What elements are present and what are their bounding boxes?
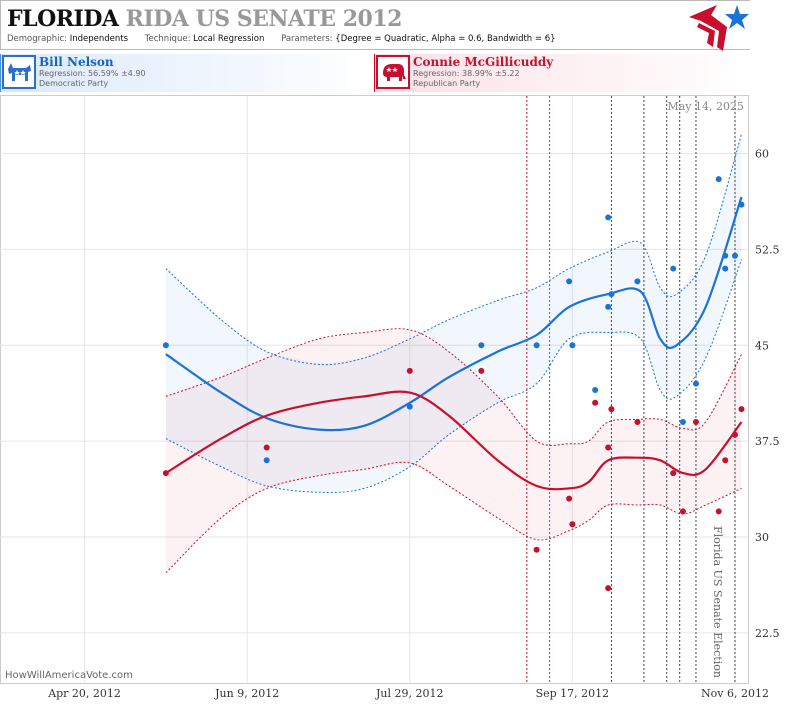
band-lower-nelson [165,259,742,493]
band-fill-nelson [165,134,742,493]
y-tick-label: 22.5 [755,627,780,640]
candidate-card-rep: Connie McGillicuddy Regression: 38.99% ±… [374,54,750,92]
poll-point-mcgillicuddy [605,444,612,451]
poll-point-mcgillicuddy [738,406,745,413]
poll-point-mcgillicuddy [731,431,738,438]
site-credit: HowWillAmericaVote.com [5,670,133,681]
header: FLORIDA RIDA US SENATE 2012 Demographic:… [0,0,750,51]
poll-points [162,176,745,592]
poll-point-mcgillicuddy [263,444,270,451]
band-lower-mcgillicuddy [165,461,742,574]
candidate-name-dem: Bill Nelson [39,55,114,69]
poll-point-mcgillicuddy [692,418,699,425]
elephant-icon [376,55,410,89]
x-tick-label: Apr 20, 2012 [47,687,121,700]
technique-value: Local Regression [193,34,265,44]
poll-point-nelson [162,342,169,349]
title-state: FLORIDA [7,6,119,32]
candidate-name-rep: Connie McGillicuddy [413,55,554,69]
poll-point-mcgillicuddy [566,495,573,502]
regression-lines [165,196,743,491]
site-logo [689,5,749,51]
parameter-row: Demographic: Independents Technique: Loc… [7,34,570,44]
regression-line-nelson [165,196,743,432]
poll-point-mcgillicuddy [533,546,540,553]
election-label: Florida US Senate Election [711,526,724,678]
poll-point-mcgillicuddy [162,470,169,477]
poll-point-nelson [722,252,729,259]
confidence-bands [165,134,742,574]
candidate-card-dem: Bill Nelson Regression: 56.59% ±4.90 Dem… [0,54,374,92]
poll-point-nelson [533,342,540,349]
regression-dem: Regression: 56.59% ±4.90 [39,69,146,78]
poll-point-mcgillicuddy [592,399,599,406]
poll-point-nelson [608,291,615,298]
poll-point-mcgillicuddy [722,457,729,464]
poll-point-mcgillicuddy [478,367,485,374]
poll-point-nelson [692,380,699,387]
poll-point-mcgillicuddy [679,508,686,515]
poll-point-nelson [592,387,599,393]
poll-point-nelson [738,201,745,208]
poll-point-nelson [679,418,686,425]
title-race: RIDA US SENATE 2012 [125,6,403,32]
demographic-value: Independents [69,34,129,44]
poll-point-nelson [406,403,413,410]
regression-line-mcgillicuddy [165,390,743,491]
regression-rep: Regression: 38.99% ±5.22 [413,69,520,78]
x-tick-label: Jun 9, 2012 [214,687,279,700]
x-axis-ticks: Apr 20, 2012 Jun 9, 2012 Jul 29, 2012 Sep 1… [47,687,769,700]
y-tick-label: 30 [755,531,769,544]
poll-point-mcgillicuddy [715,508,722,515]
x-tick-label: Sep 17, 2012 [536,687,610,700]
poll-point-nelson [605,214,612,221]
parameters-value: {Degree = Quadratic, Alpha = 0.6, Bandwi… [335,34,556,44]
y-tick-label: 60 [755,148,769,161]
party-rep: Republican Party [413,79,481,88]
donkey-icon [2,55,36,89]
poll-point-mcgillicuddy [569,521,576,528]
parameters-label: Parameters: [281,34,333,44]
poll-point-nelson [605,303,612,310]
demographic-label: Demographic: [7,34,68,44]
band-fill-mcgillicuddy [165,329,742,573]
poll-point-nelson [634,278,641,285]
y-tick-label: 37.5 [755,435,780,448]
poll-point-nelson [478,342,485,349]
party-dem: Democratic Party [39,79,109,88]
poll-point-nelson [670,265,677,272]
band-upper-mcgillicuddy [165,328,742,446]
plot-frame [0,95,749,684]
grid [0,96,748,684]
y-tick-label: 52.5 [755,243,780,256]
x-tick-label: Jul 29, 2012 [375,687,444,700]
poll-point-mcgillicuddy [406,367,413,374]
y-axis-ticks: 22.5 30 37.5 45 52.5 60 [755,148,780,640]
poll-point-mcgillicuddy [608,406,615,413]
band-upper-nelson [165,134,742,366]
y-tick-label: 45 [755,339,769,352]
date-stamp: May 14, 2025 [667,100,744,113]
poll-point-mcgillicuddy [634,418,641,425]
x-tick-label: Nov 6, 2012 [701,687,769,700]
technique-label: Technique: [144,34,191,44]
poll-point-nelson [569,342,576,349]
poll-point-nelson [566,278,573,285]
poll-point-nelson [731,252,738,259]
poll-point-nelson [722,265,729,272]
poll-point-nelson [263,457,270,464]
event-lines [526,96,736,684]
poll-point-mcgillicuddy [605,585,612,592]
poll-point-mcgillicuddy [670,470,677,477]
poll-point-nelson [715,176,722,183]
page-title: FLORIDA RIDA US SENATE 2012 [7,6,402,32]
